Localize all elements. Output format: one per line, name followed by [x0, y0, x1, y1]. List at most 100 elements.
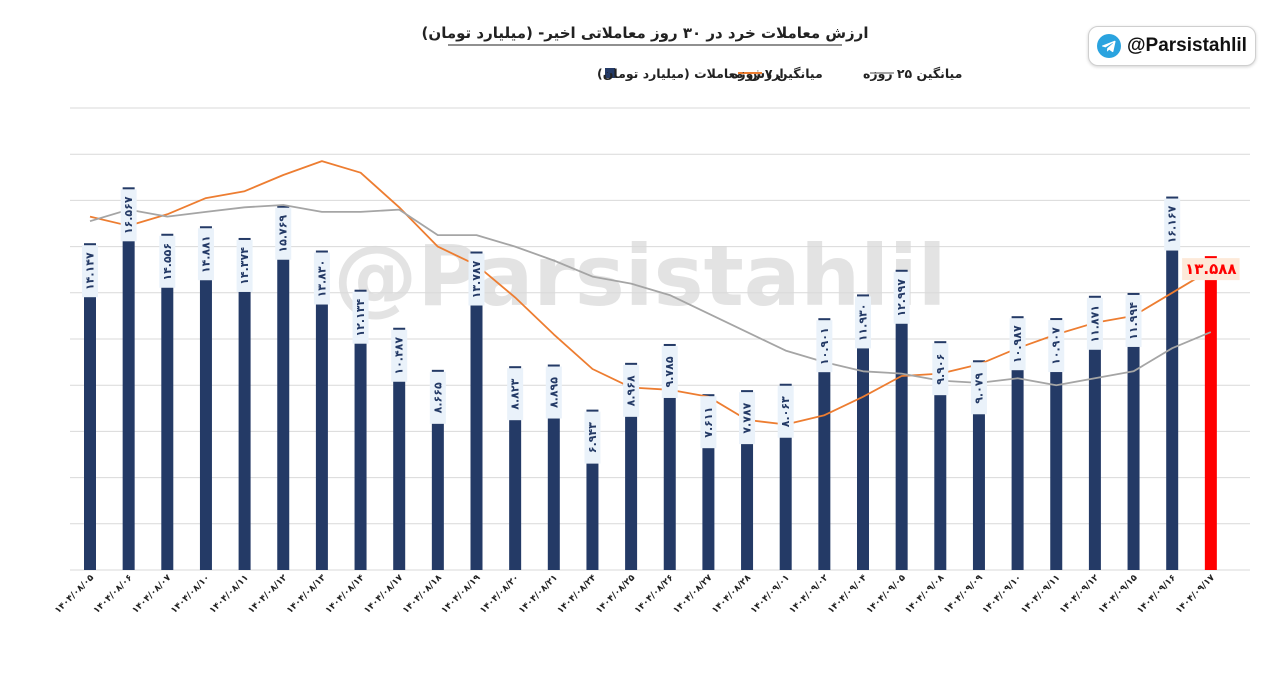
data-label: ۱۴.۸۸۱ [199, 235, 212, 273]
data-label-bg [313, 252, 330, 305]
data-label-bg [507, 368, 524, 421]
x-tick-label: ۱۴۰۴/۰۸/۱۰ [169, 573, 212, 616]
telegram-icon [1097, 34, 1121, 58]
data-label-bg [623, 364, 640, 417]
data-label: ۱۱.۹۹۴ [1127, 302, 1140, 340]
legend-label-ma25: میانگین ۲۵ روزه [863, 66, 962, 81]
x-tick-label: ۱۴۰۴/۰۹/۱۶ [1136, 573, 1179, 616]
x-tick-label: ۱۴۰۴/۰۹/۰۸ [904, 573, 947, 616]
bar [84, 243, 96, 571]
x-tick-label: ۱۴۰۴/۰۸/۲۴ [556, 573, 599, 616]
bar [1166, 196, 1179, 570]
bar [818, 318, 831, 570]
x-tick-label: ۱۴۰۴/۰۸/۱۹ [440, 573, 483, 616]
data-label: ۱۵.۷۶۹ [277, 215, 290, 253]
legend-label-bars: ارزش معاملات (میلیارد تومان) [597, 66, 784, 81]
data-label: ۱۲.۹۹۷ [895, 279, 908, 317]
data-label: ۸.۶۶۵ [431, 382, 444, 413]
data-label: ۱۳.۵۸۸ [1185, 260, 1236, 278]
chart-title: ارزش معاملات خرد در ۳۰ روز معاملاتی اخیر… [422, 24, 869, 42]
data-label: ۸.۰۶۳ [779, 396, 792, 427]
bar [161, 233, 174, 570]
watermark: @Parsistahlil [333, 227, 946, 325]
data-label-bg [777, 385, 794, 438]
data-label: ۱۰.۴۸۷ [393, 337, 406, 375]
legend-swatch-bars [605, 68, 615, 78]
data-label: ۹.۷۸۵ [663, 356, 676, 387]
telegram-badge[interactable]: @Parsistahlil [1088, 26, 1256, 66]
x-tick-label: ۱۴۰۴/۰۸/۰۷ [131, 573, 174, 616]
bar [1088, 295, 1101, 570]
data-label: ۱۶.۵۶۷ [122, 196, 135, 234]
x-tick-label: ۱۴۰۴/۰۹/۰۱ [749, 573, 792, 616]
data-labels: ۱۴.۱۴۷ ۱۶.۵۶۷ ۱۴.۵۵۶ ۱۴.۸۸۱ ۱۴.۳۷۴ ۱۵.۷۶۹ ۱۳.۸… [82, 189, 1240, 464]
data-label-bg [352, 291, 369, 344]
data-label-bg [932, 343, 949, 396]
telegram-handle: @Parsistahlil [1127, 35, 1247, 56]
data-label-bg [197, 228, 214, 281]
data-label-bg [1164, 198, 1181, 251]
bar [199, 226, 212, 570]
x-tick-label: ۱۴۰۴/۰۹/۱۷ [1174, 573, 1217, 616]
x-tick-label: ۱۴۰۴/۰۸/۲۰ [478, 573, 521, 616]
bar [122, 187, 135, 570]
bar [470, 251, 483, 570]
ma25-line [89, 204, 1212, 387]
data-label: ۷.۶۱۱ [702, 407, 715, 438]
bar [354, 289, 367, 570]
x-tick-label: ۱۴۰۴/۰۸/۲۱ [517, 573, 560, 616]
data-label-bg [429, 371, 446, 424]
bar [934, 341, 947, 570]
x-tick-label: ۱۴۰۴/۰۸/۲۶ [633, 573, 676, 616]
x-tick-label: ۱۴۰۴/۰۸/۱۸ [401, 573, 444, 616]
data-label: ۹.۰۷۹ [972, 372, 985, 403]
data-label: ۶.۹۴۳ [586, 422, 599, 453]
data-label: ۱۳.۸۳۰ [315, 260, 328, 298]
x-tick-label: ۱۴۰۴/۰۹/۰۴ [826, 573, 869, 616]
data-label-bg [739, 392, 756, 445]
x-tick-label: ۱۴۰۴/۰۹/۰۹ [942, 573, 985, 616]
x-tick-label: ۱۴۰۴/۰۸/۱۴ [324, 573, 367, 616]
data-label: ۸.۸۹۵ [547, 377, 560, 408]
x-tick-label: ۱۴۰۴/۰۹/۱۰ [981, 573, 1024, 616]
data-label-bg [159, 235, 176, 288]
x-tick-label: ۱۴۰۴/۰۸/۰۶ [92, 573, 135, 616]
x-tick-label: ۱۴۰۴/۰۸/۲۸ [710, 573, 753, 616]
data-label: ۱۴.۳۷۴ [238, 247, 251, 285]
data-label: ۱۴.۵۵۶ [161, 243, 174, 281]
data-label-bg [584, 411, 601, 464]
bar [1204, 256, 1217, 570]
data-label-bg [970, 362, 987, 415]
bar [857, 294, 869, 570]
bar [1050, 318, 1063, 570]
data-label: ۸.۹۶۸ [625, 375, 638, 406]
bar [238, 237, 251, 570]
data-label: ۱۰.۹۰۷ [1050, 327, 1063, 365]
x-tick-label: ۱۴۰۴/۰۹/۱۵ [1097, 573, 1140, 616]
data-label: ۱۲.۱۳۴ [354, 299, 367, 337]
x-axis-ticks: ۱۴۰۴/۰۸/۰۵۱۴۰۴/۰۸/۰۶۱۴۰۴/۰۸/۰۷۱۴۰۴/۰۸/۱۰… [53, 573, 1217, 616]
data-label-bg [1182, 258, 1240, 281]
bar [277, 205, 290, 571]
data-label-bg [1009, 318, 1026, 371]
x-tick-label: ۱۴۰۴/۰۸/۱۲ [247, 573, 290, 616]
bar [663, 343, 676, 570]
bar [1127, 292, 1140, 570]
data-label: ۹.۹۰۶ [934, 354, 947, 385]
data-label: ۱۴.۱۴۷ [84, 252, 97, 290]
data-label: ۱۰.۹۰۱ [818, 327, 831, 365]
x-tick-label: ۱۴۰۴/۰۸/۲۵ [594, 573, 637, 616]
data-label: ۱۱.۸۷۱ [1088, 305, 1101, 343]
data-label: ۱۰.۹۸۷ [1011, 325, 1024, 363]
data-label-bg [1086, 297, 1103, 350]
x-tick-label: ۱۴۰۴/۰۸/۰۵ [53, 573, 96, 616]
data-label-bg [1048, 320, 1065, 373]
data-label-bg [236, 239, 253, 292]
x-tick-label: ۱۴۰۴/۰۸/۱۷ [363, 573, 406, 616]
data-label: ۸.۸۲۳ [509, 378, 522, 409]
x-tick-label: ۱۴۰۴/۰۸/۱۳ [285, 573, 328, 616]
legend: ارزش معاملات (میلیارد تومان) میانگین ۷ ر… [597, 66, 962, 81]
data-label-bg [468, 253, 485, 306]
bar [315, 250, 328, 571]
